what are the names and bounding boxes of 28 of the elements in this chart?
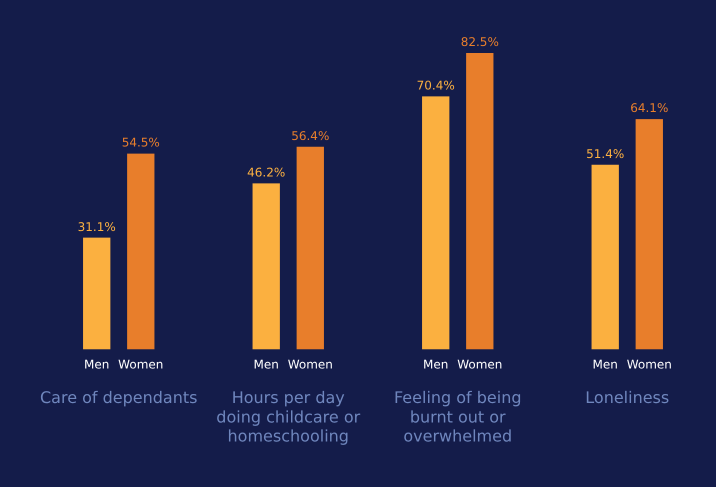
bar — [127, 154, 154, 350]
series-label: Women — [118, 358, 164, 372]
text: Men — [423, 358, 448, 372]
series-label: Men — [84, 358, 110, 372]
text: Women — [457, 358, 502, 372]
data-label: 54.5% — [122, 136, 160, 150]
x-tick-label: Hours per day doing childcare or homeschooling — [216, 388, 361, 446]
x-tick-label: Feeling of being burnt out or overwhelmed — [394, 388, 522, 446]
text: Men — [254, 358, 279, 372]
data-label: 82.5% — [460, 35, 499, 50]
data-label: 70.4% — [416, 78, 455, 93]
text: Women — [288, 358, 333, 372]
data-label: 46.2% — [247, 166, 286, 180]
text: Women — [626, 358, 672, 372]
bar — [83, 238, 110, 350]
bar — [592, 164, 619, 350]
bar — [636, 119, 663, 350]
x-tick-label: Loneliness — [585, 388, 670, 408]
bar — [422, 96, 450, 350]
data-label: 31.1% — [78, 220, 116, 234]
data-label: 51.4% — [586, 146, 624, 161]
x-tick-label: Care of dependants — [40, 388, 198, 408]
bar — [252, 183, 280, 350]
text: Men — [592, 358, 618, 372]
bar — [296, 146, 324, 350]
data-label: 56.4% — [291, 128, 330, 143]
bar — [466, 52, 494, 350]
data-label: 64.1% — [630, 101, 668, 116]
